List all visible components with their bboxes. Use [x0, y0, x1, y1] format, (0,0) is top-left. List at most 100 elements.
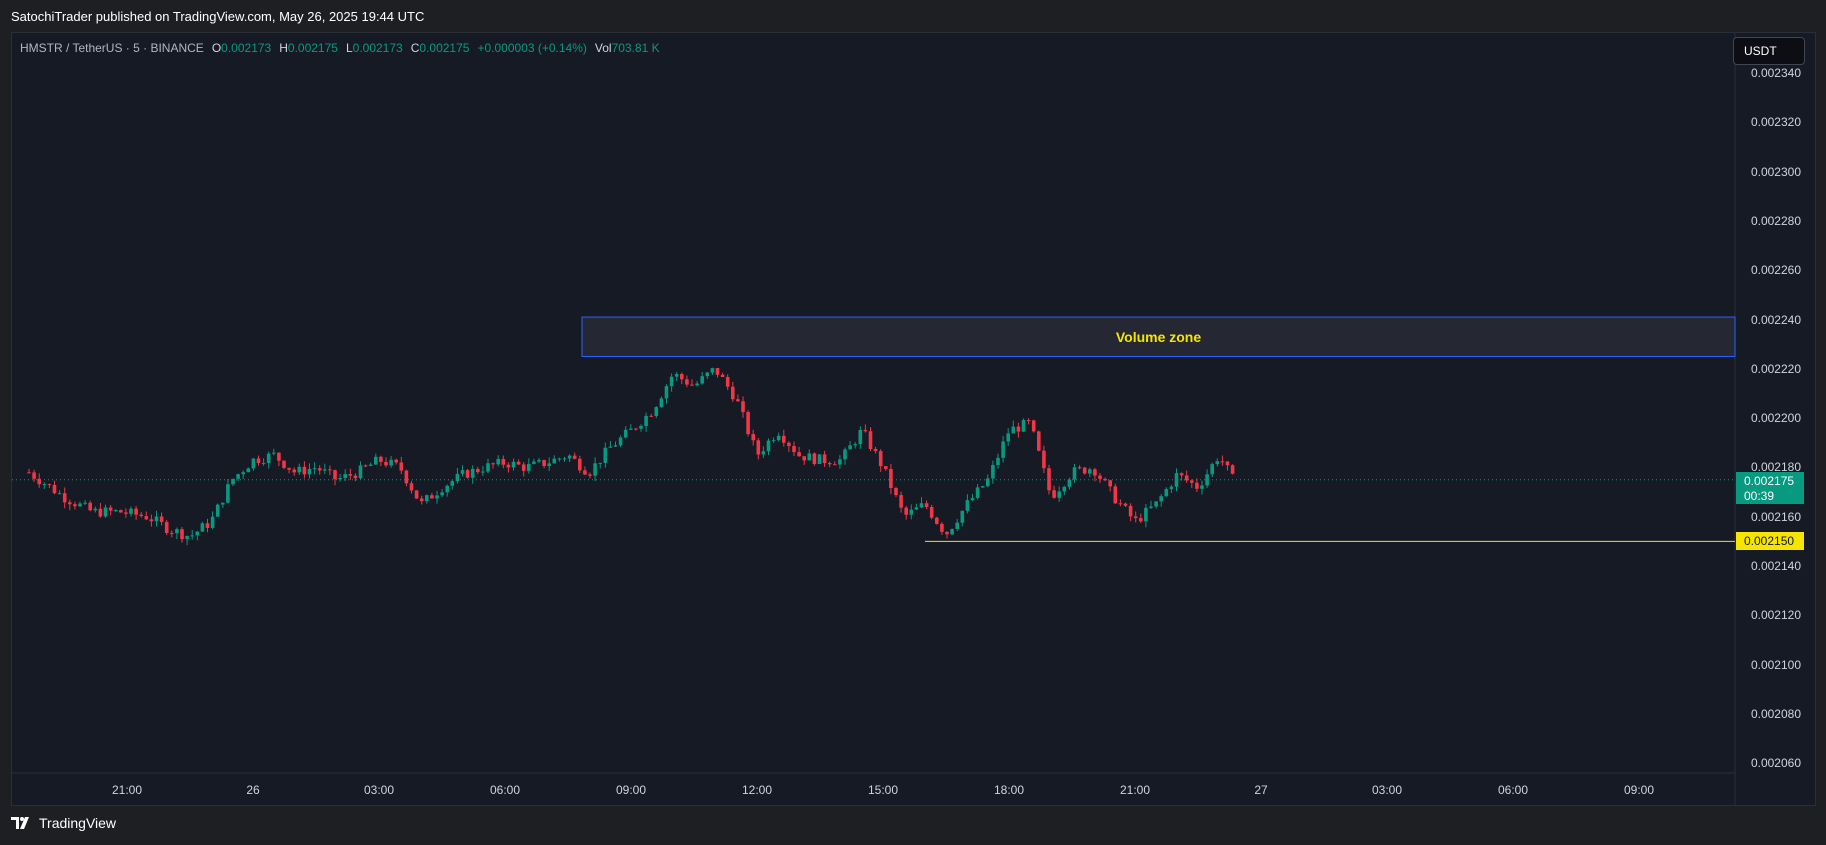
- candle-body: [516, 461, 521, 465]
- candle-body: [149, 519, 154, 522]
- candle-body: [78, 503, 82, 507]
- candle-body: [272, 452, 276, 454]
- candle-body: [894, 488, 898, 496]
- candle-body: [481, 471, 485, 473]
- candle-body: [1133, 516, 1138, 519]
- candle-body: [1072, 467, 1077, 480]
- candle-body: [1113, 486, 1118, 504]
- candle-body: [940, 523, 944, 532]
- candle-body: [1088, 469, 1092, 474]
- price-axis-tick: 0.002340: [1750, 66, 1801, 80]
- candle-body: [231, 478, 235, 485]
- candle-body: [725, 377, 730, 387]
- price-axis-tick: 0.002300: [1750, 164, 1801, 179]
- candle-body: [476, 468, 480, 473]
- candle-body: [838, 459, 842, 465]
- candle-body: [776, 435, 781, 441]
- candle-body: [858, 429, 863, 445]
- candle-body: [807, 453, 812, 461]
- candle-body: [42, 484, 47, 486]
- candle-body: [1047, 468, 1051, 491]
- candle-body: [827, 463, 832, 465]
- legend-volume-key: Vol: [594, 41, 612, 55]
- candle-body: [445, 485, 449, 493]
- time-axis-tick: 03:00: [363, 783, 395, 797]
- time-axis-tick: 18:00: [993, 783, 1025, 797]
- time-axis-tick: 06:00: [489, 783, 521, 797]
- candle-body: [399, 462, 404, 471]
- candle-body: [863, 429, 868, 432]
- candle-body: [501, 458, 506, 465]
- price-axis-tick: 0.002320: [1750, 115, 1801, 130]
- candle-body: [1195, 482, 1199, 489]
- candle-body: [950, 528, 954, 535]
- candle-body: [113, 510, 118, 512]
- candle-body: [506, 464, 511, 468]
- candle-body: [787, 442, 791, 447]
- candle-body: [307, 468, 312, 475]
- candle-body: [1179, 473, 1184, 476]
- candle-body: [1103, 478, 1107, 481]
- candle-body: [680, 373, 684, 380]
- candle-body: [1164, 489, 1169, 497]
- candle-body: [210, 516, 215, 528]
- chart-pane[interactable]: HMSTR / TetherUS · 5 · BINANCE O 0.002173…: [11, 32, 1816, 806]
- candle-body: [144, 516, 149, 520]
- candle-body: [394, 459, 398, 463]
- candle-body: [368, 464, 373, 466]
- candle-body: [878, 451, 883, 467]
- price-chart[interactable]: [12, 33, 1816, 806]
- candle-body: [57, 493, 62, 495]
- time-axis-tick: 03:00: [1371, 783, 1403, 797]
- candle-body: [195, 531, 200, 536]
- candle-body: [1205, 474, 1209, 486]
- candle-body: [83, 502, 87, 504]
- last-price-label: 0.002175 00:39: [1736, 471, 1804, 504]
- candle-body: [1230, 465, 1235, 474]
- price-axis-tick: 0.002120: [1750, 608, 1801, 623]
- candle-body: [170, 532, 174, 534]
- legend-symbol[interactable]: HMSTR / TetherUS · 5 · BINANCE: [20, 41, 204, 55]
- candle-body: [317, 468, 322, 471]
- candle-body: [1031, 420, 1036, 432]
- time-axis-tick: 06:00: [1497, 783, 1529, 797]
- currency-button[interactable]: USDT: [1733, 37, 1805, 65]
- candle-body: [62, 493, 67, 503]
- candle-body: [868, 431, 873, 449]
- candle-body: [414, 490, 419, 499]
- price-axis-tick: 0.002260: [1750, 263, 1801, 278]
- candle-body: [1139, 518, 1143, 522]
- candle-body: [134, 508, 138, 515]
- candle-body: [521, 464, 526, 471]
- candle-body: [970, 497, 975, 501]
- candle-body: [236, 474, 240, 479]
- candle-body: [710, 368, 715, 373]
- candle-body: [1118, 503, 1123, 505]
- brand-text: TradingView: [39, 815, 117, 831]
- candle-body: [899, 495, 903, 508]
- candle-body: [1037, 431, 1041, 451]
- candle-body: [287, 467, 291, 470]
- candle-body: [965, 500, 970, 511]
- legend-volume-value: 703.81 K: [611, 41, 660, 55]
- candle-body: [1062, 486, 1067, 492]
- candle-body: [527, 463, 531, 471]
- candle-body: [435, 495, 439, 499]
- candle-body: [1123, 503, 1128, 506]
- time-axis-tick: 09:00: [615, 783, 647, 797]
- candle-body: [817, 454, 822, 465]
- candle-body: [73, 504, 77, 507]
- candle-body: [980, 486, 985, 488]
- candle-body: [598, 462, 602, 464]
- candle-body: [542, 460, 546, 466]
- candle-body: [246, 468, 251, 473]
- candle-body: [409, 483, 414, 491]
- candle-body: [572, 455, 577, 459]
- volume-zone-label: Volume zone: [1115, 328, 1202, 345]
- price-axis-tick: 0.002200: [1750, 411, 1801, 426]
- candle-body: [674, 373, 679, 377]
- legend-low-value: 0.002173: [352, 41, 403, 55]
- time-axis-tick: 15:00: [867, 783, 899, 797]
- candle-body: [634, 428, 638, 430]
- candle-body: [603, 447, 608, 463]
